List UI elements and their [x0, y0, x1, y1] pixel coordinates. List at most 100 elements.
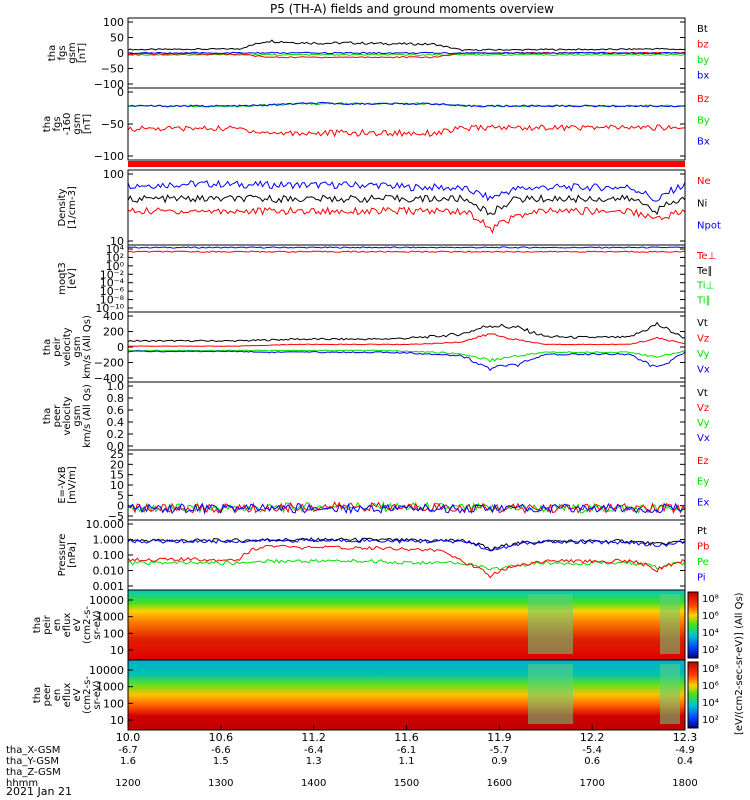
xtick-label: 10.0 [116, 731, 141, 744]
legend-Pe: Pe [697, 557, 709, 568]
ytick-label: −400 [94, 372, 124, 385]
panel-frame [127, 169, 686, 246]
spectrogram-feature [528, 664, 573, 724]
colorbar-tick: 10² [702, 715, 719, 726]
legend-Vy: Vy [697, 418, 710, 429]
ytick-label: 0.4 [107, 416, 125, 429]
ytick-label: 50 [110, 32, 124, 45]
spectrogram-peer_spec [128, 660, 685, 730]
xtick-label: 11.6 [394, 731, 419, 744]
ephem-value: 1300 [208, 778, 233, 789]
x-axis-labels: 10.0 10.6 11.2 11.6 11.9 12.2 12.3 tha_X-GSM -6.… [6, 725, 698, 789]
ytick-label: 100 [103, 627, 124, 640]
ytick-label: 10 [110, 644, 124, 657]
series-fgs_dsl-Bz [127, 124, 686, 138]
ylabel-fgs: thafgsgsm[nT] [47, 42, 88, 63]
ytick-label: 0 [117, 86, 124, 99]
ylabel-fgs_dsl: thafgs-160gsm[nT] [42, 113, 93, 136]
colorbar-tick: 10⁶ [702, 681, 719, 692]
panel-fgs: thafgsgsm[nT] 100 50 0 −50 −100 Bt bz by bx [47, 16, 709, 91]
ephem-value: -5.7 [490, 745, 510, 756]
panel-density: Density[1/cm-3] 100 10 Ne Ni Npot [57, 168, 721, 248]
legend-By: By [697, 115, 710, 126]
series-fgs-Bt [127, 39, 686, 52]
panel-frame [127, 519, 686, 591]
panel-peer_spec: thapeerenefluxeV(cm2-s-sr-eV)10000 1000 10… [32, 659, 686, 731]
ylabel-peer_vel: thapeervelocitygsmkm/s (All Qs) [42, 384, 93, 448]
legend-Ti∥: Ti∥ [696, 295, 711, 306]
series-pressure-Pb [127, 544, 686, 579]
ytick-label: 0 [117, 500, 124, 513]
panel-frame [127, 311, 686, 383]
ytick-label: 0.001 [93, 580, 125, 593]
ylabel-peir_vel: thapeirvelocitygsmkm/s (All Qs) [42, 315, 93, 379]
colorbar-label: [eV/(cm2-sec-sr-eV)] (All Qs) [734, 592, 745, 735]
ytick-label: −100 [94, 78, 124, 91]
flag-strip [128, 161, 685, 167]
legend-by: by [697, 55, 709, 66]
ytick-label: 10⁻² [100, 268, 124, 281]
legend-Pi: Pi [697, 573, 706, 584]
xtick-label: 10.6 [209, 731, 234, 744]
ephem-label: tha_Y-GSM [6, 756, 59, 767]
series-temps-Te [127, 250, 686, 253]
ytick-label: 0.0 [107, 440, 125, 453]
ephem-value: -5.4 [582, 745, 602, 756]
ephem-value: 1.1 [399, 756, 415, 767]
ytick-label: 10⁻¹⁰ [95, 302, 124, 315]
ephem-value: 1800 [672, 778, 697, 789]
ytick-label: 200 [103, 326, 124, 339]
ytick-label: 10000 [89, 594, 124, 607]
colorbars: 10⁸ 10⁶ 10⁴ 10² 10⁸ 10⁶ 10⁴ 10² [eV/(cm2-sec-sr-… [687, 591, 745, 735]
legend-Te∥: Te∥ [696, 266, 713, 277]
spectrogram-peir_spec [128, 590, 685, 660]
legend-bz: bz [697, 40, 709, 51]
ylabel-pressure: Pressure[nPa] [57, 534, 78, 577]
legend-Ne: Ne [697, 176, 711, 187]
panel-fgs_dsl: thafgs-160gsm[nT] 0 −50 −100 Bz By Bx [42, 86, 710, 163]
legend-Vx: Vx [697, 433, 710, 444]
ephem-value: 1200 [115, 778, 140, 789]
plot-title: P5 (TH-A) fields and ground moments over… [270, 2, 554, 16]
ytick-label: 100 [103, 697, 124, 710]
legend-Vt: Vt [697, 318, 708, 329]
legend-Bx: Bx [697, 137, 710, 148]
legend-Pt: Pt [697, 526, 707, 537]
ylabel-temps: moqt3[eV] [57, 262, 78, 295]
ylabel-peer_spec: thapeerenefluxeV(cm2-s-sr-eV) [32, 676, 103, 714]
legend-Vz: Vz [697, 334, 709, 345]
colorbar-tick: 10² [702, 645, 719, 656]
ytick-label: 10⁻⁸ [100, 294, 125, 307]
ytick-label: −100 [94, 150, 124, 163]
series-peir_vel-Vt [127, 321, 686, 343]
series-density-Ni [127, 193, 686, 216]
colorbar [687, 591, 699, 659]
colorbar-tick: 10⁴ [702, 698, 719, 709]
legend-Ez: Ez [697, 456, 709, 467]
ephem-value: -6.7 [118, 745, 138, 756]
ytick-label: 10⁰ [106, 260, 125, 273]
legend-Pb: Pb [697, 542, 709, 553]
spectrogram-feature [660, 594, 680, 654]
ytick-label: 20 [110, 458, 124, 471]
ytick-label: 0.8 [107, 392, 125, 405]
xtick-label: 12.3 [673, 731, 698, 744]
ytick-label: 0 [117, 341, 124, 354]
ephem-value: 1700 [579, 778, 604, 789]
ytick-label: 25 [110, 448, 124, 461]
ephem-value: -6.6 [211, 745, 231, 756]
ytick-label: 10⁻⁴ [100, 277, 125, 290]
ephem-value: 1600 [487, 778, 512, 789]
ephem-label: tha_Z-GSM [6, 767, 61, 778]
legend-Ti⊥: Ti⊥ [696, 281, 714, 292]
ytick-label: −50 [101, 63, 124, 76]
ytick-label: 15 [110, 469, 124, 482]
ephem-value: 1.5 [213, 756, 229, 767]
legend-Bz: Bz [697, 94, 709, 105]
ephem-value: 1.3 [306, 756, 322, 767]
legend-Vx: Vx [697, 365, 710, 376]
ytick-label: 10 [110, 479, 124, 492]
colorbar-tick: 10⁴ [702, 628, 719, 639]
ephem-label: hhmm [6, 778, 38, 789]
